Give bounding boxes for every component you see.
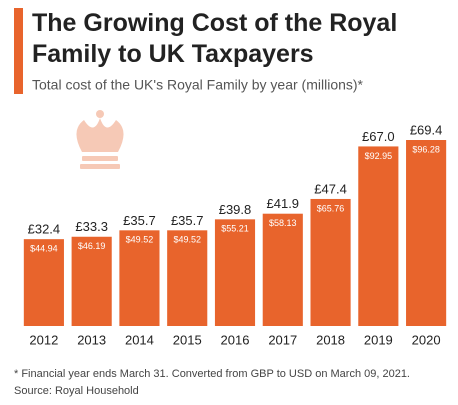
x-tick-label: 2013: [77, 332, 106, 347]
usd-label: $49.52: [173, 235, 201, 245]
bar: [71, 236, 112, 326]
source: Source: Royal Household: [14, 385, 139, 397]
bar: [406, 140, 447, 326]
bar: [167, 230, 208, 326]
usd-label: $46.19: [78, 241, 106, 251]
crown-icon: [76, 110, 124, 169]
usd-label: $55.21: [221, 224, 249, 234]
usd-label: $58.13: [269, 218, 297, 228]
x-tick-label: 2016: [221, 332, 250, 347]
x-tick-label: 2020: [412, 332, 441, 347]
usd-label: $96.28: [412, 144, 440, 154]
usd-label: $44.94: [30, 244, 58, 254]
value-label: £33.3: [75, 219, 108, 234]
bar: [23, 239, 64, 326]
bar: [358, 146, 399, 326]
bar: [262, 213, 303, 326]
value-label: £47.4: [314, 181, 347, 196]
x-tick-label: 2018: [316, 332, 345, 347]
x-tick-label: 2019: [364, 332, 393, 347]
value-label: £39.8: [219, 202, 252, 217]
usd-label: $92.95: [365, 151, 393, 161]
value-label: £67.0: [362, 129, 395, 144]
x-tick-label: 2015: [173, 332, 202, 347]
value-label: £41.9: [267, 196, 300, 211]
value-label: £35.7: [171, 213, 204, 228]
bar: [119, 230, 160, 326]
bar: [214, 219, 256, 326]
value-label: £69.4: [410, 122, 443, 137]
value-label: £35.7: [123, 213, 156, 228]
chart-title: The Growing Cost of the Royal Family to U…: [32, 9, 397, 68]
x-tick-label: 2017: [268, 332, 297, 347]
usd-label: $65.76: [317, 203, 345, 213]
bar: [310, 198, 351, 326]
accent-bar: [14, 8, 23, 94]
x-tick-label: 2014: [125, 332, 154, 347]
x-tick-label: 2012: [29, 332, 58, 347]
chart-subtitle: Total cost of the UK's Royal Family by y…: [32, 77, 364, 93]
usd-label: $49.52: [126, 235, 154, 245]
value-label: £32.4: [28, 222, 61, 237]
footnote: * Financial year ends March 31. Converte…: [14, 368, 410, 380]
